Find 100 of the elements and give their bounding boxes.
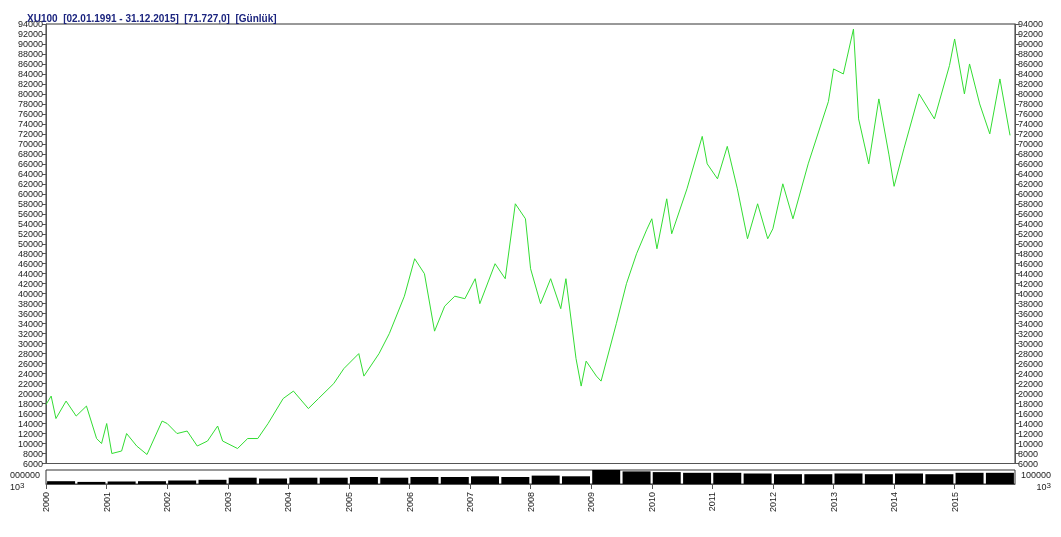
- y2-tick-label: 56000: [1018, 208, 1044, 219]
- y-tick-label: 80000: [17, 88, 43, 99]
- y-tick-label: 70000: [17, 138, 43, 149]
- x-tick-label: 2001: [101, 492, 112, 513]
- bar: [228, 477, 257, 484]
- x-tick-label: 2003: [222, 492, 233, 513]
- x-tick-label: 2008: [525, 492, 536, 513]
- y2-tick-label: 80000: [1018, 88, 1044, 99]
- bar: [198, 479, 227, 484]
- bar: [440, 477, 469, 484]
- y2-tick-label: 68000: [1018, 148, 1044, 159]
- y-tick-label: 8000: [22, 448, 43, 459]
- bar: [289, 477, 318, 484]
- y-tick-label: 20000: [17, 388, 43, 399]
- y-tick-label: 38000: [17, 298, 43, 309]
- y2-tick-label: 26000: [1018, 358, 1044, 369]
- y-tick-label: 88000: [17, 48, 43, 59]
- y-tick-label: 22000: [17, 378, 43, 389]
- x-tick-label: 2010: [646, 492, 657, 513]
- bar: [985, 472, 1014, 484]
- y2-tick-label: 76000: [1018, 108, 1044, 119]
- bar: [77, 481, 106, 484]
- y-tick-label: 32000: [17, 328, 43, 339]
- y-tick-label: 54000: [17, 218, 43, 229]
- y-tick-label: 34000: [17, 318, 43, 329]
- x-tick-label: 2006: [404, 492, 415, 513]
- y-tick-label: 14000: [17, 418, 43, 429]
- x-tick-label: 2002: [162, 492, 173, 513]
- y-tick-label: 92000: [17, 28, 43, 39]
- line-series: [45, 28, 1011, 456]
- y-tick-label: 12000: [17, 428, 43, 439]
- y2-tick-label: 14000: [1018, 418, 1044, 429]
- y2-tick-label: 12000: [1018, 428, 1044, 439]
- y2-tick-label: 58000: [1018, 198, 1044, 209]
- x-tick-label: 2011: [707, 492, 718, 512]
- bar: [380, 477, 409, 484]
- y-tick-label: 44000: [17, 268, 43, 279]
- bar: [531, 475, 560, 484]
- x-tick-label: 2005: [343, 492, 354, 513]
- y2-tick-label: 86000: [1018, 58, 1044, 69]
- y2-tick-label: 38000: [1018, 298, 1044, 309]
- bar: [652, 472, 681, 484]
- y2-tick-label: 60000: [1018, 188, 1044, 199]
- y-tick-label: 16000: [17, 408, 43, 419]
- bar: [955, 472, 984, 484]
- y2-tick-label: 72000: [1018, 128, 1044, 139]
- y-tick-label: 82000: [17, 78, 43, 89]
- y2-tick-label: 20000: [1018, 388, 1044, 399]
- bar: [137, 481, 166, 484]
- y-tick-label: 10000: [17, 438, 43, 449]
- x-tick-label: 2013: [828, 492, 839, 513]
- x-tick-label: 2014: [889, 492, 900, 513]
- bar: [683, 472, 712, 484]
- y2-tick-label: 30000: [1018, 338, 1044, 349]
- y-tick-label: 6000: [22, 458, 43, 469]
- y-tick-label: 42000: [17, 278, 43, 289]
- y2-tick-label: 8000: [1018, 448, 1039, 459]
- y-tick-label: 50000: [17, 238, 43, 249]
- y2-tick-label: 88000: [1018, 48, 1044, 59]
- bar: [410, 477, 439, 484]
- y-tick-label: 86000: [17, 58, 43, 69]
- y2-tick-label: 64000: [1018, 168, 1044, 179]
- y2-tick-label: 62000: [1018, 178, 1044, 189]
- y-tick-label: 30000: [17, 338, 43, 349]
- x-tick-label: 2015: [949, 492, 960, 513]
- y2-tick-label: 78000: [1018, 98, 1044, 109]
- bar: [864, 474, 893, 484]
- y-tick-label: 26000: [17, 358, 43, 369]
- x-tick-label: 2012: [767, 492, 778, 513]
- bar: [773, 474, 802, 484]
- bar: [319, 477, 348, 484]
- bar: [834, 473, 863, 484]
- y2-tick-label: 6000: [1018, 458, 1039, 469]
- bar: [470, 476, 499, 484]
- y-tick-label: 60000: [17, 188, 43, 199]
- y2-tick-label: 46000: [1018, 258, 1044, 269]
- y2-tick-label: 32000: [1018, 328, 1044, 339]
- y-tick-label: 46000: [17, 258, 43, 269]
- x-tick-label: 2000: [41, 492, 51, 513]
- y-tick-label: 48000: [17, 248, 43, 259]
- y-tick-label: 56000: [17, 208, 43, 219]
- y2-tick-label: 10000: [1018, 438, 1044, 449]
- y-tick-label: 40000: [17, 288, 43, 299]
- y-tick-label: 72000: [17, 128, 43, 139]
- bar: [501, 477, 530, 484]
- y-tick-label: 68000: [17, 148, 43, 159]
- bar: [259, 478, 288, 484]
- y-tick-label: 64000: [17, 168, 43, 179]
- y2-tick-label: 50000: [1018, 238, 1044, 249]
- y2-tick-label: 82000: [1018, 78, 1044, 89]
- bar: [47, 481, 76, 484]
- y2-tick-label: 74000: [1018, 118, 1044, 129]
- y2-tick-label: 42000: [1018, 278, 1044, 289]
- y-tick-label: 66000: [17, 158, 43, 169]
- y2-tick-label: 94000: [1018, 19, 1044, 29]
- y2-tick-label: 84000: [1018, 68, 1044, 79]
- y-tick-label: 76000: [17, 108, 43, 119]
- text: 000000: [10, 469, 41, 480]
- y2-tick-label: 34000: [1018, 318, 1044, 329]
- x-tick-label: 2009: [586, 492, 597, 513]
